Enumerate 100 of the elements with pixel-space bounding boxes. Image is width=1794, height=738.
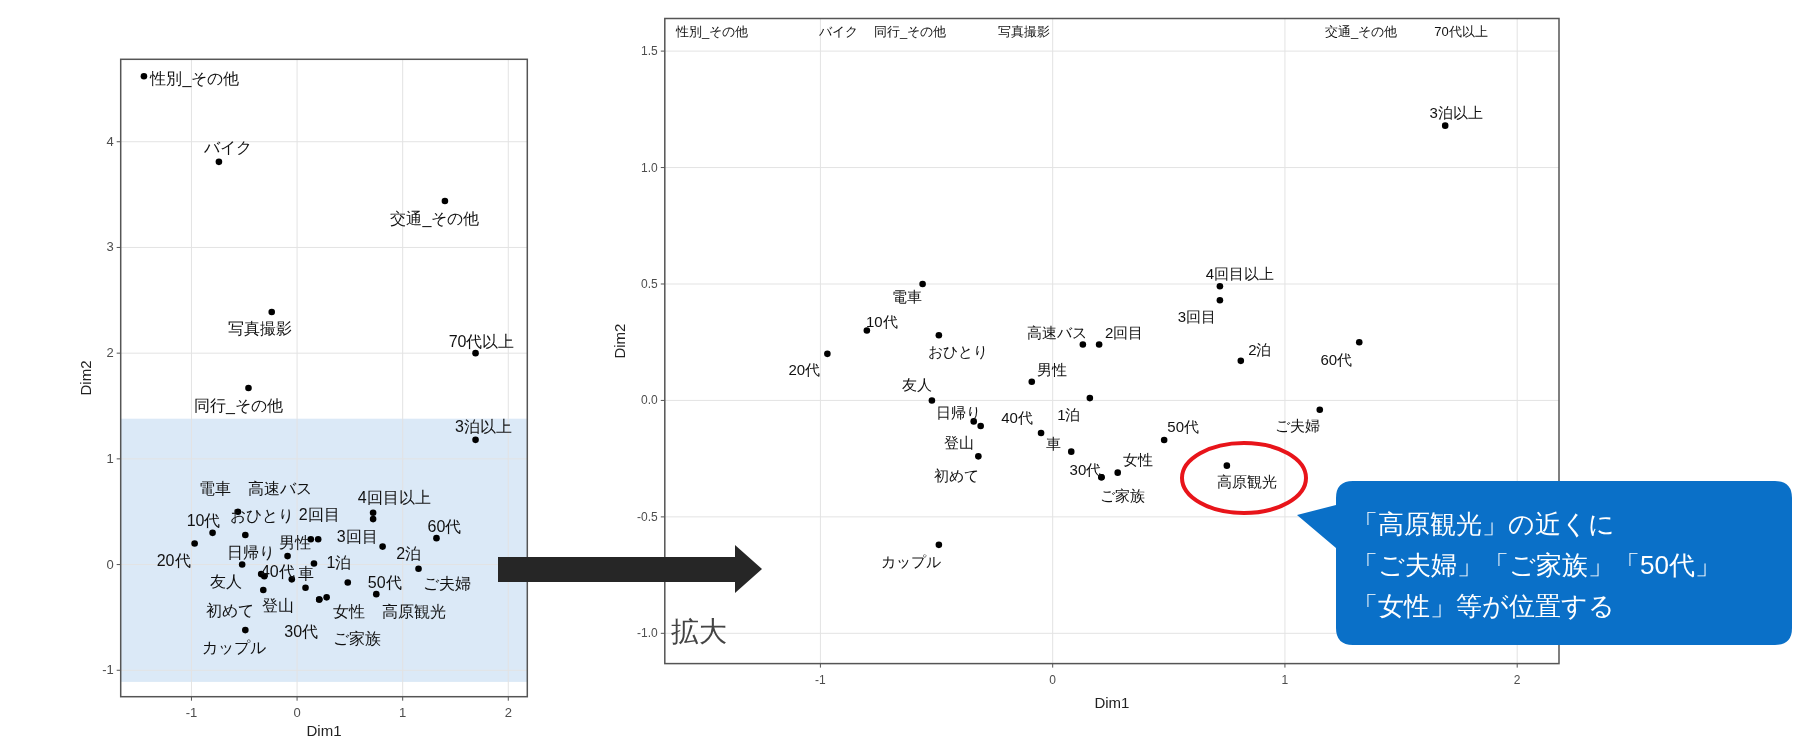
point [1114,469,1122,476]
annotation: 「高原観光」の近くに [1352,509,1615,539]
y-tick-label: 2 [106,345,114,361]
point [245,384,252,392]
annotation: 70代以上 [1434,24,1488,39]
annotation: 1泊 [326,554,352,572]
annotation: 60代 [1320,351,1353,369]
annotation: 性別_その他 [149,69,240,88]
point [919,280,926,288]
x-axis-title: Dim1 [306,721,342,738]
annotation: 60代 [427,517,462,535]
point [1037,429,1045,437]
point [323,594,330,601]
annotation: 10代 [186,512,221,530]
annotation: おひとり [927,343,988,361]
annotation: 「女性」等が位置する [1352,591,1615,621]
point [472,349,479,357]
y-tick-label: 1.5 [641,44,659,59]
point [1160,436,1168,444]
annotation: 2泊 [1248,341,1272,359]
annotation: ご夫婦 [422,575,471,593]
point [238,561,246,568]
x-tick-label: 0 [1049,672,1057,687]
y-tick-label: -1.0 [637,626,659,641]
point [191,540,198,547]
y-axis-title: Dim2 [610,323,628,359]
point [140,72,148,80]
y-tick-label: 4 [106,133,114,149]
annotation: 登山 [262,596,295,614]
annotation: 高原観光 [382,602,447,620]
annotation: おひとり [230,506,295,524]
point [928,397,936,404]
point [935,331,943,339]
annotation: 交通_その他 [1324,24,1398,39]
point [310,560,318,567]
point [1067,448,1075,455]
point [369,515,377,523]
point [284,552,291,560]
annotation: 写真撮影 [227,319,292,337]
annotation: 3回目 [1177,307,1217,325]
annotation: 50代 [1167,418,1199,436]
annotation: 40代 [1001,409,1033,427]
point [472,436,479,444]
x-tick-label: 1 [399,704,407,720]
point [344,579,352,586]
annotation: 初めて [206,601,255,619]
y-tick-label: 1.0 [641,160,659,175]
annotation: 男性 [1036,361,1067,379]
point [369,509,377,517]
point [372,590,380,598]
y-axis-title: Dim2 [76,360,94,396]
point [1079,341,1087,348]
annotation: 「ご夫婦」「ご家族」「50代」 [1352,550,1721,580]
point [415,565,422,573]
annotation: カップル [202,638,267,656]
point [242,531,249,539]
point [975,453,982,460]
annotation: 交通_その他 [390,209,480,228]
annotation: 電車 [198,480,231,498]
annotation: 2回目 [1104,323,1144,341]
annotation: 男性 [278,533,311,551]
annotation: 高速バス [1026,323,1087,341]
point [314,535,322,543]
point [1237,357,1245,365]
annotation: 50代 [367,574,402,592]
point [209,529,216,537]
point [1216,297,1224,304]
x-tick-label: 0 [293,704,301,720]
annotation: 電車 [891,288,922,306]
annotation: 写真撮影 [998,24,1050,39]
annotation: 同行_その他 [194,396,283,415]
point [1316,406,1324,414]
point [977,422,984,430]
annotation: 友人 [901,375,932,393]
annotation: 40代 [260,562,295,580]
annotation: 20代 [788,361,821,379]
annotation: 3泊以上 [1429,103,1483,121]
annotation: 女性 [1122,450,1153,468]
annotation: 4回目以上 [1205,264,1275,282]
annotation: 30代 [284,623,319,641]
point [215,158,223,166]
point [1028,378,1036,386]
annotation: 高速バス [247,479,312,497]
point [441,197,449,205]
annotation: 初めて [933,466,979,484]
point [1355,338,1363,346]
point [1095,341,1103,348]
point [1216,283,1224,290]
annotation: バイク [817,24,858,39]
annotation: 3泊以上 [455,418,512,436]
annotation: カップル [880,553,941,571]
annotation: 30代 [1069,460,1102,478]
point [242,626,249,634]
point [863,327,871,334]
annotation: 車 [297,565,314,583]
point [259,586,267,594]
annotation: ご家族 [1099,486,1145,504]
point [379,543,386,550]
point [1086,394,1094,402]
x-tick-label: 2 [504,704,512,720]
